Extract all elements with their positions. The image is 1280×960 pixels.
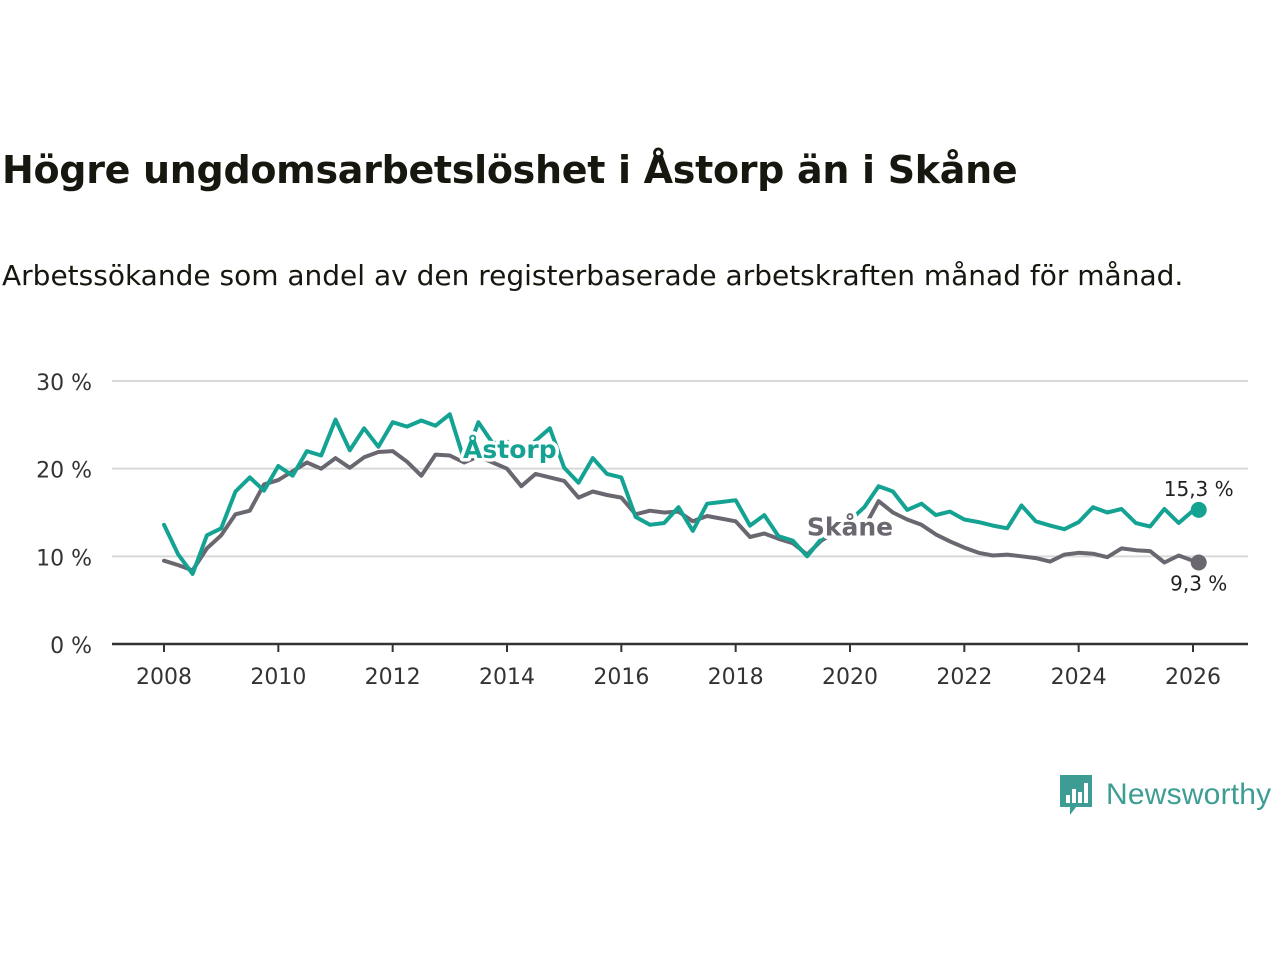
x-tick-label: 2016 <box>593 665 649 690</box>
end-value-label: 9,3 % <box>1170 571 1227 595</box>
newsworthy-logo-icon <box>1060 775 1092 815</box>
y-tick-label: 0 % <box>50 634 92 659</box>
series-label-astorp: Åstorp <box>463 435 557 464</box>
x-tick-label: 2014 <box>479 665 535 690</box>
brand-name: Newsworthy <box>1106 778 1272 811</box>
end-value-label: 15,3 % <box>1164 477 1234 501</box>
x-tick-label: 2012 <box>365 665 421 690</box>
newsworthy-logo[interactable]: Newsworthy <box>1058 773 1271 817</box>
x-tick-label: 2010 <box>250 665 306 690</box>
series-label-skane: Skåne <box>807 512 893 541</box>
end-point-skane <box>1190 554 1207 571</box>
x-tick-label: 2008 <box>136 665 192 690</box>
x-tick-label: 2018 <box>708 665 764 690</box>
end-point-astorp <box>1190 501 1207 518</box>
label-layer: 9,3 % 15,3 % Åstorp Skåne <box>460 432 1234 596</box>
y-tick-label: 10 % <box>36 546 92 571</box>
page-subtitle: Arbetssökande som andel av den registerb… <box>2 259 1184 292</box>
x-tick-label: 2024 <box>1051 665 1107 690</box>
x-tick-label: 2022 <box>936 665 992 690</box>
series-layer <box>162 412 1207 576</box>
axis-layer: 0 % 10 % 20 % 30 % 2008 2010 2012 2014 2016 2018 2… <box>36 371 1248 690</box>
page-title: Högre ungdomsarbetslöshet i Åstorp än i … <box>2 148 1018 192</box>
y-tick-label: 20 % <box>36 459 92 484</box>
series-line-astorp <box>162 412 1201 576</box>
x-tick-label: 2020 <box>822 665 878 690</box>
y-tick-label: 30 % <box>36 371 92 396</box>
x-tick-label: 2026 <box>1165 665 1221 690</box>
